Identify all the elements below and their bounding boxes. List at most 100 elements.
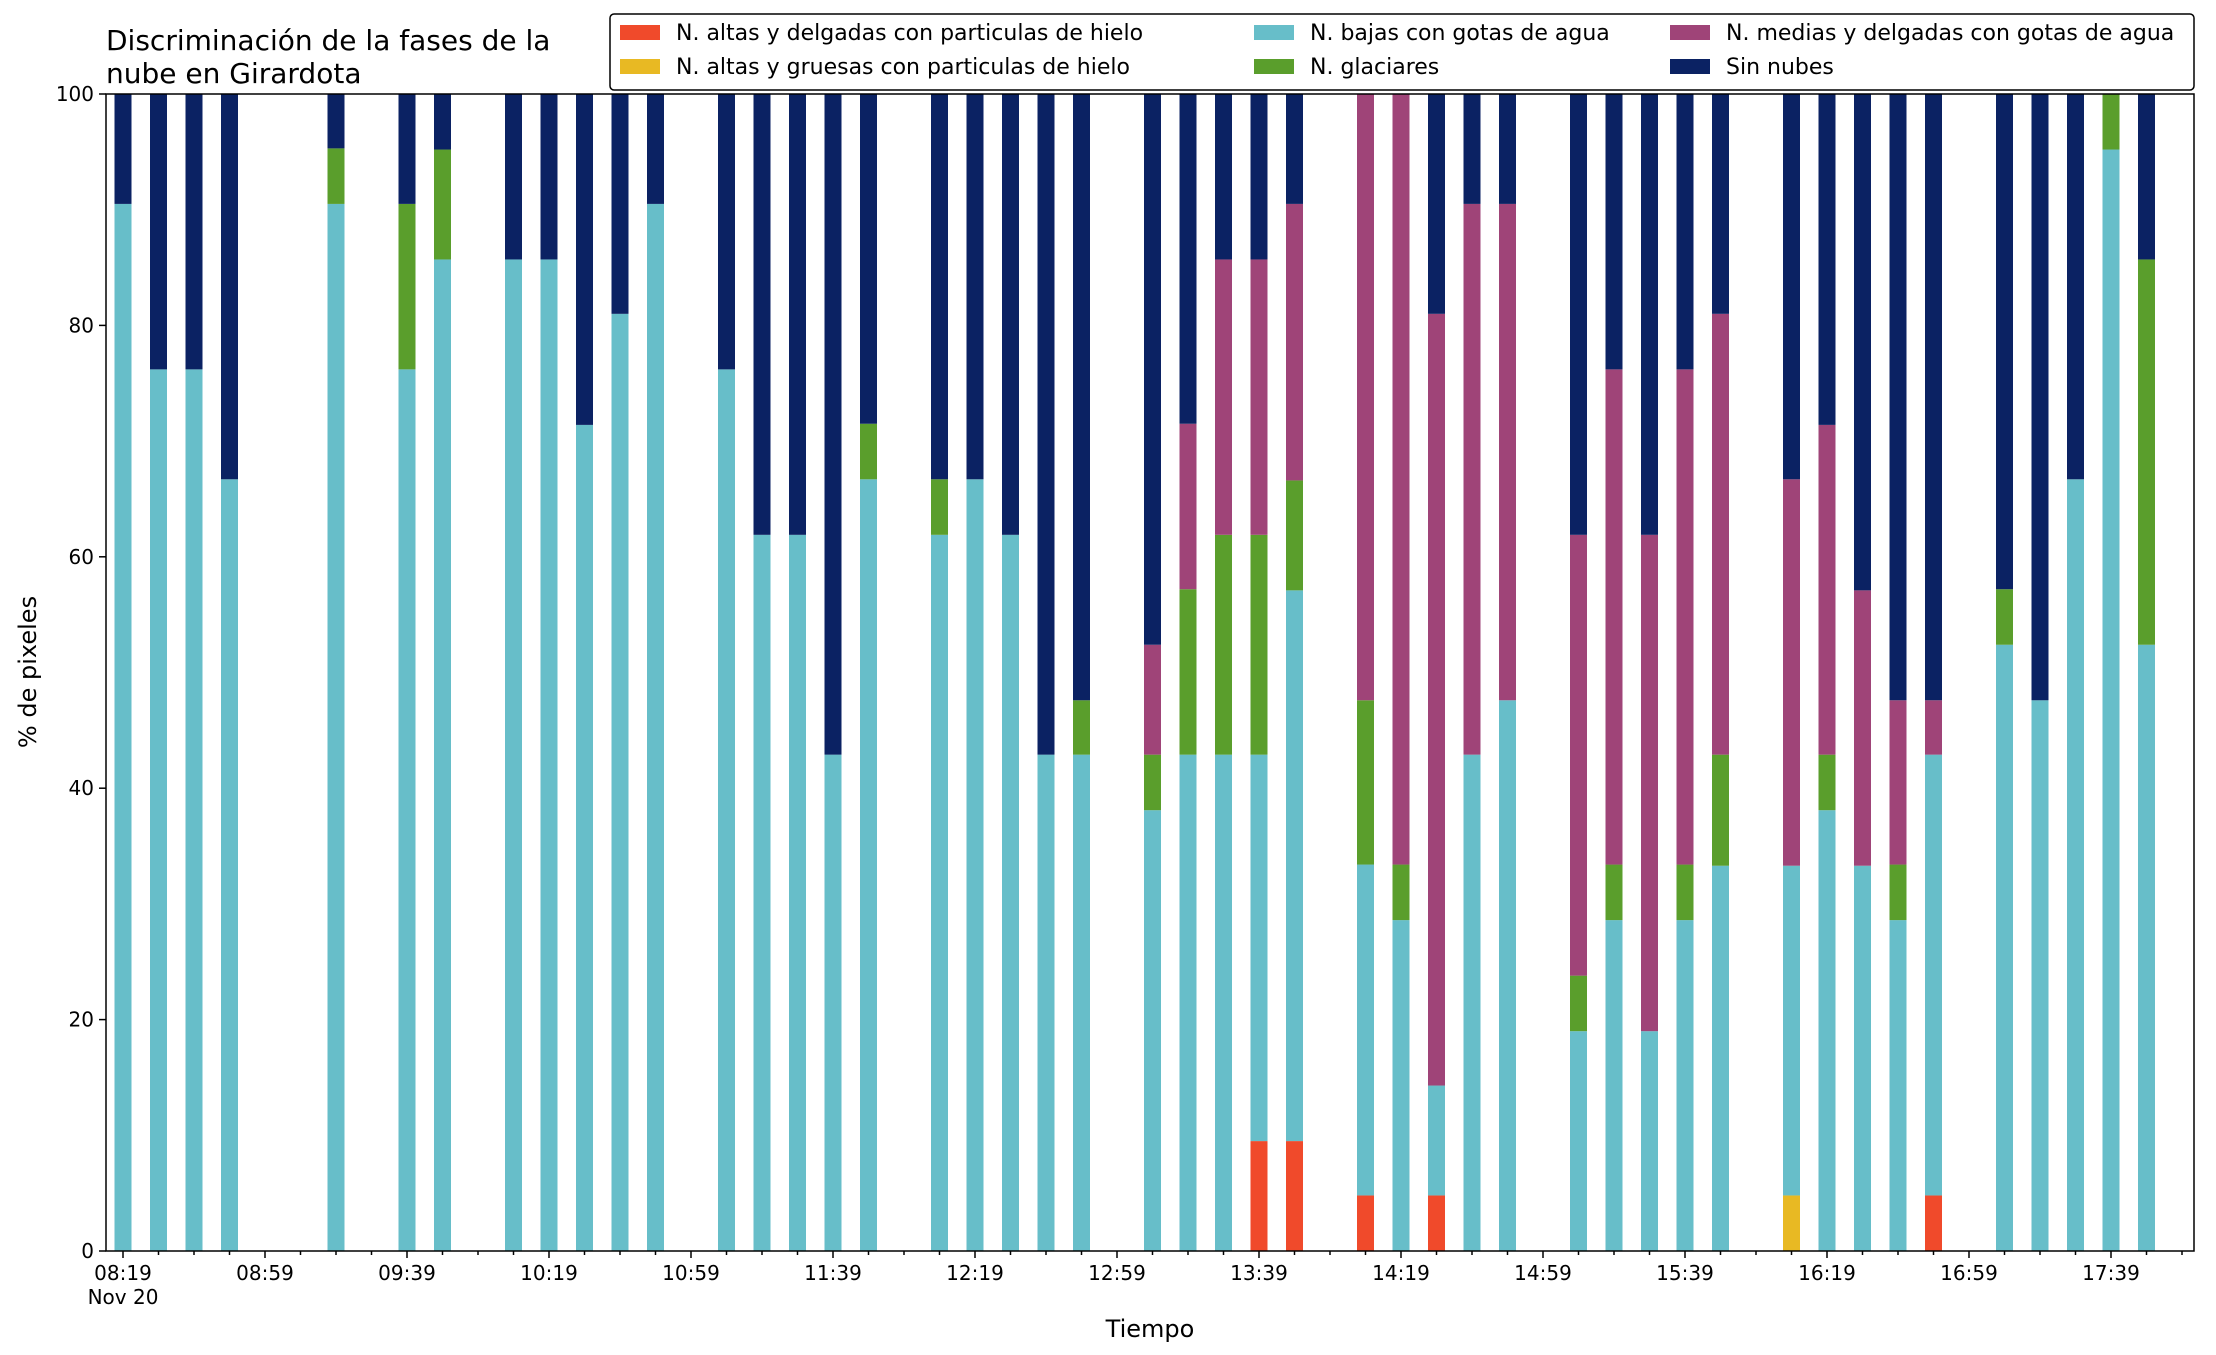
bar-segment [1783,865,1800,1196]
bar-segment [1925,700,1942,755]
bar-segment [1463,203,1481,755]
bar-segment [1144,810,1161,1251]
bar-segment [931,479,948,535]
bar-segment [1215,259,1232,535]
bar-segment [2067,479,2084,1251]
bar-segment [1676,920,1694,1251]
bar-segment [1428,1195,1445,1251]
chart-title-line-1: Discriminación de la fases de la [106,24,550,57]
x-tick-label: 16:59 [1940,1261,1998,1285]
bar-segment [576,424,593,1251]
bar-segment [1286,1141,1303,1251]
bar-segment [789,534,806,1251]
legend-label: N. altas y delgadas con particulas de hi… [676,21,1143,46]
bar-segment [1286,203,1303,481]
legend-label: N. glaciares [1310,55,1439,80]
bar-segment [1144,644,1161,755]
legend-frame [609,13,2195,91]
bar-segment [1641,94,1658,535]
bar-segment [1073,754,1090,1251]
bar-segment [1818,424,1836,755]
legend-label: N. medias y delgadas con gotas de agua [1726,21,2174,46]
bar-segment [221,94,238,480]
bar-segment [860,94,877,424]
x-tick-label: 13:39 [1230,1261,1288,1285]
bar-segment [398,94,416,204]
x-tick-label: 12:59 [1088,1261,1146,1285]
bar-segment [718,369,735,1251]
bar-segment [540,259,558,1251]
x-tick-label: 08:19 [94,1261,152,1285]
bar-segment [931,94,948,480]
bar-segment [1889,94,1907,701]
bar-segment [753,534,771,1251]
bar-segment [1676,369,1694,865]
bar-segment [1250,754,1268,1142]
bar-segment [1818,94,1836,425]
bar-segment [150,369,167,1251]
bar-segment [1854,590,1871,866]
y-tick-label: 40 [69,776,94,800]
y-tick-label: 20 [69,1008,94,1032]
x-tick-label: 08:59 [236,1261,294,1285]
bar-segment [1073,700,1090,755]
bar-segment [1499,203,1516,701]
x-tick-label: 16:19 [1798,1261,1856,1285]
bar-segment [1179,589,1197,755]
bars-layer [114,94,2155,1252]
x-tick-label: 14:19 [1372,1261,1430,1285]
legend-swatch [620,25,660,40]
bar-segment [1925,94,1942,701]
bar-segment [1996,94,2013,590]
bar-segment [1889,700,1907,865]
bar-segment [824,94,842,755]
bar-segment [1818,810,1836,1251]
bar-segment [434,149,451,260]
bar-segment [966,479,984,1251]
x-tick-label: 09:39 [378,1261,436,1285]
bar-segment [1463,754,1481,1251]
bar-segment [1392,920,1410,1251]
bar-segment [1854,865,1871,1251]
bar-segment [1818,754,1836,811]
bar-segment [434,94,451,150]
bar-segment [1783,1195,1800,1251]
bar-segment [789,94,806,535]
bar-segment [1250,1141,1268,1251]
bar-segment [1676,94,1694,370]
bar-segment [1783,94,1800,480]
legend-swatch [620,59,660,74]
x-tick-date-label: Nov 20 [88,1285,159,1309]
bar-segment [1925,1195,1942,1251]
bar-segment [327,148,345,204]
bar-segment [1712,313,1729,755]
bar-segment [1570,1031,1587,1251]
bar-segment [1712,94,1729,314]
bar-segment [1357,700,1374,865]
bar-segment [1037,754,1055,1251]
bar-segment [150,94,167,370]
bar-segment [505,259,522,1251]
x-tick-label: 15:39 [1656,1261,1714,1285]
legend-swatch [1670,25,1710,40]
y-tick-label: 100 [56,82,94,106]
legend-label: N. altas y gruesas con particulas de hie… [676,55,1130,80]
legend-label: N. bajas con gotas de agua [1310,21,1610,46]
bar-segment [2102,94,2120,150]
bar-segment [1499,700,1516,1251]
bar-segment [2031,94,2049,701]
bar-segment [327,203,345,1251]
bar-segment [931,534,948,1251]
legend-swatch [1254,25,1294,40]
chart-title-line-2: nube en Girardota [106,57,361,90]
bar-segment [540,94,558,260]
bar-segment [576,94,593,425]
bar-segment [1392,94,1410,865]
bar-segment [185,369,203,1251]
bar-segment [1641,534,1658,1032]
bar-segment [1783,479,1800,866]
bar-segment [1357,864,1374,1196]
bar-segment [114,94,132,204]
bar-segment [1215,94,1232,260]
